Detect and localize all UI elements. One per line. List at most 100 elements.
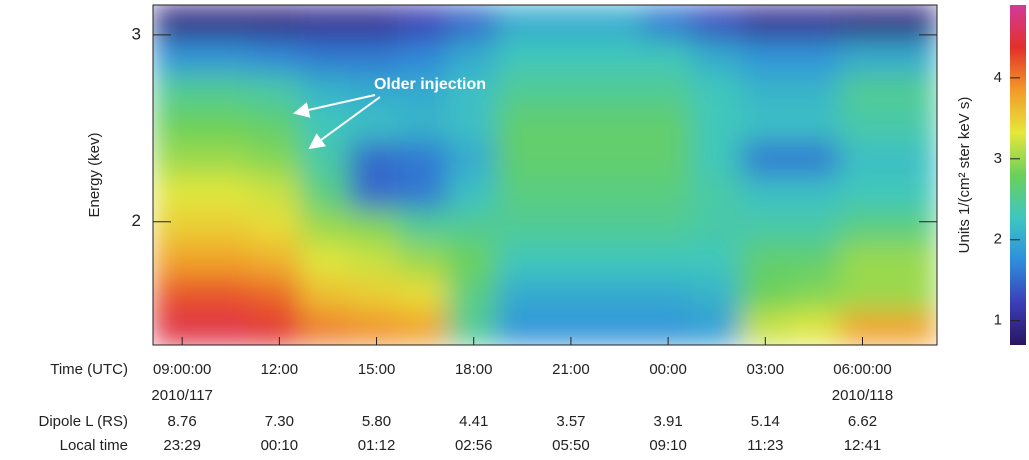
row-value: 6.62 (848, 413, 877, 430)
cell (692, 5, 742, 40)
cell (692, 311, 742, 345)
cell (447, 39, 497, 74)
cell (349, 141, 399, 176)
row-value: 01:12 (358, 437, 396, 454)
cell (153, 141, 203, 176)
cell (741, 39, 791, 74)
row-value: 23:29 (163, 437, 201, 454)
cell (496, 311, 546, 345)
cell (202, 243, 252, 278)
cell (496, 175, 546, 210)
cell (692, 175, 742, 210)
cell (447, 141, 497, 176)
cell (594, 107, 644, 142)
cell (643, 107, 693, 142)
cell (692, 243, 742, 278)
cell (545, 141, 595, 176)
colorbar-tick-label: 4 (994, 69, 1002, 86)
cell (692, 209, 742, 244)
cell (545, 209, 595, 244)
cell (741, 5, 791, 40)
cell (398, 107, 448, 142)
cell (545, 5, 595, 40)
row-value: 3.57 (556, 413, 585, 430)
cell (888, 107, 937, 142)
cell (839, 209, 889, 244)
cell (790, 5, 840, 40)
cell (888, 175, 937, 210)
cell (790, 39, 840, 74)
x-tick-label: 06:00:00 (833, 361, 891, 378)
cell (202, 107, 252, 142)
cell (251, 73, 301, 108)
cell (153, 73, 203, 108)
cell (839, 277, 889, 312)
cell (447, 175, 497, 210)
y-tick-label: 3 (132, 24, 141, 43)
x-tick-label: 09:00:00 (153, 361, 211, 378)
cell (741, 73, 791, 108)
cell (888, 5, 937, 40)
cell (790, 73, 840, 108)
cell (545, 243, 595, 278)
cell (153, 209, 203, 244)
cell (447, 73, 497, 108)
cell (496, 243, 546, 278)
cell (153, 277, 203, 312)
x-tick-label: 00:00 (649, 361, 687, 378)
cell (153, 243, 203, 278)
cell (594, 243, 644, 278)
cell (839, 243, 889, 278)
cell (251, 5, 301, 40)
date-label: 2010/118 (832, 387, 893, 404)
row-value: 00:10 (261, 437, 299, 454)
cell (790, 141, 840, 176)
cell (447, 5, 497, 40)
cell (153, 311, 203, 345)
cell (545, 311, 595, 345)
cell (496, 107, 546, 142)
cell (202, 73, 252, 108)
cell (790, 175, 840, 210)
cell (398, 175, 448, 210)
cell (741, 277, 791, 312)
x-tick-label: 03:00 (747, 361, 785, 378)
cell (251, 141, 301, 176)
cell (496, 5, 546, 40)
cell (594, 175, 644, 210)
cell (447, 243, 497, 278)
cell (349, 5, 399, 40)
cell (888, 141, 937, 176)
cell (349, 243, 399, 278)
cell (202, 141, 252, 176)
cell (398, 311, 448, 345)
cell (349, 107, 399, 142)
colorbar-tick-label: 3 (994, 150, 1002, 167)
cell (300, 311, 350, 345)
cell (692, 277, 742, 312)
cell (496, 141, 546, 176)
cell (349, 39, 399, 74)
cell (643, 209, 693, 244)
cell (349, 277, 399, 312)
x-tick-label: 15:00 (358, 361, 396, 378)
cell (496, 39, 546, 74)
cell (251, 175, 301, 210)
cell (202, 175, 252, 210)
cell (251, 209, 301, 244)
cell (398, 277, 448, 312)
cell (545, 39, 595, 74)
cell (643, 73, 693, 108)
cell (496, 277, 546, 312)
colorbar-tick-label: 2 (994, 231, 1002, 248)
cell (202, 5, 252, 40)
cell (251, 107, 301, 142)
cell (496, 73, 546, 108)
cell (888, 243, 937, 278)
cell (888, 277, 937, 312)
cell (300, 39, 350, 74)
cell (741, 209, 791, 244)
cell (300, 5, 350, 40)
cell (398, 73, 448, 108)
